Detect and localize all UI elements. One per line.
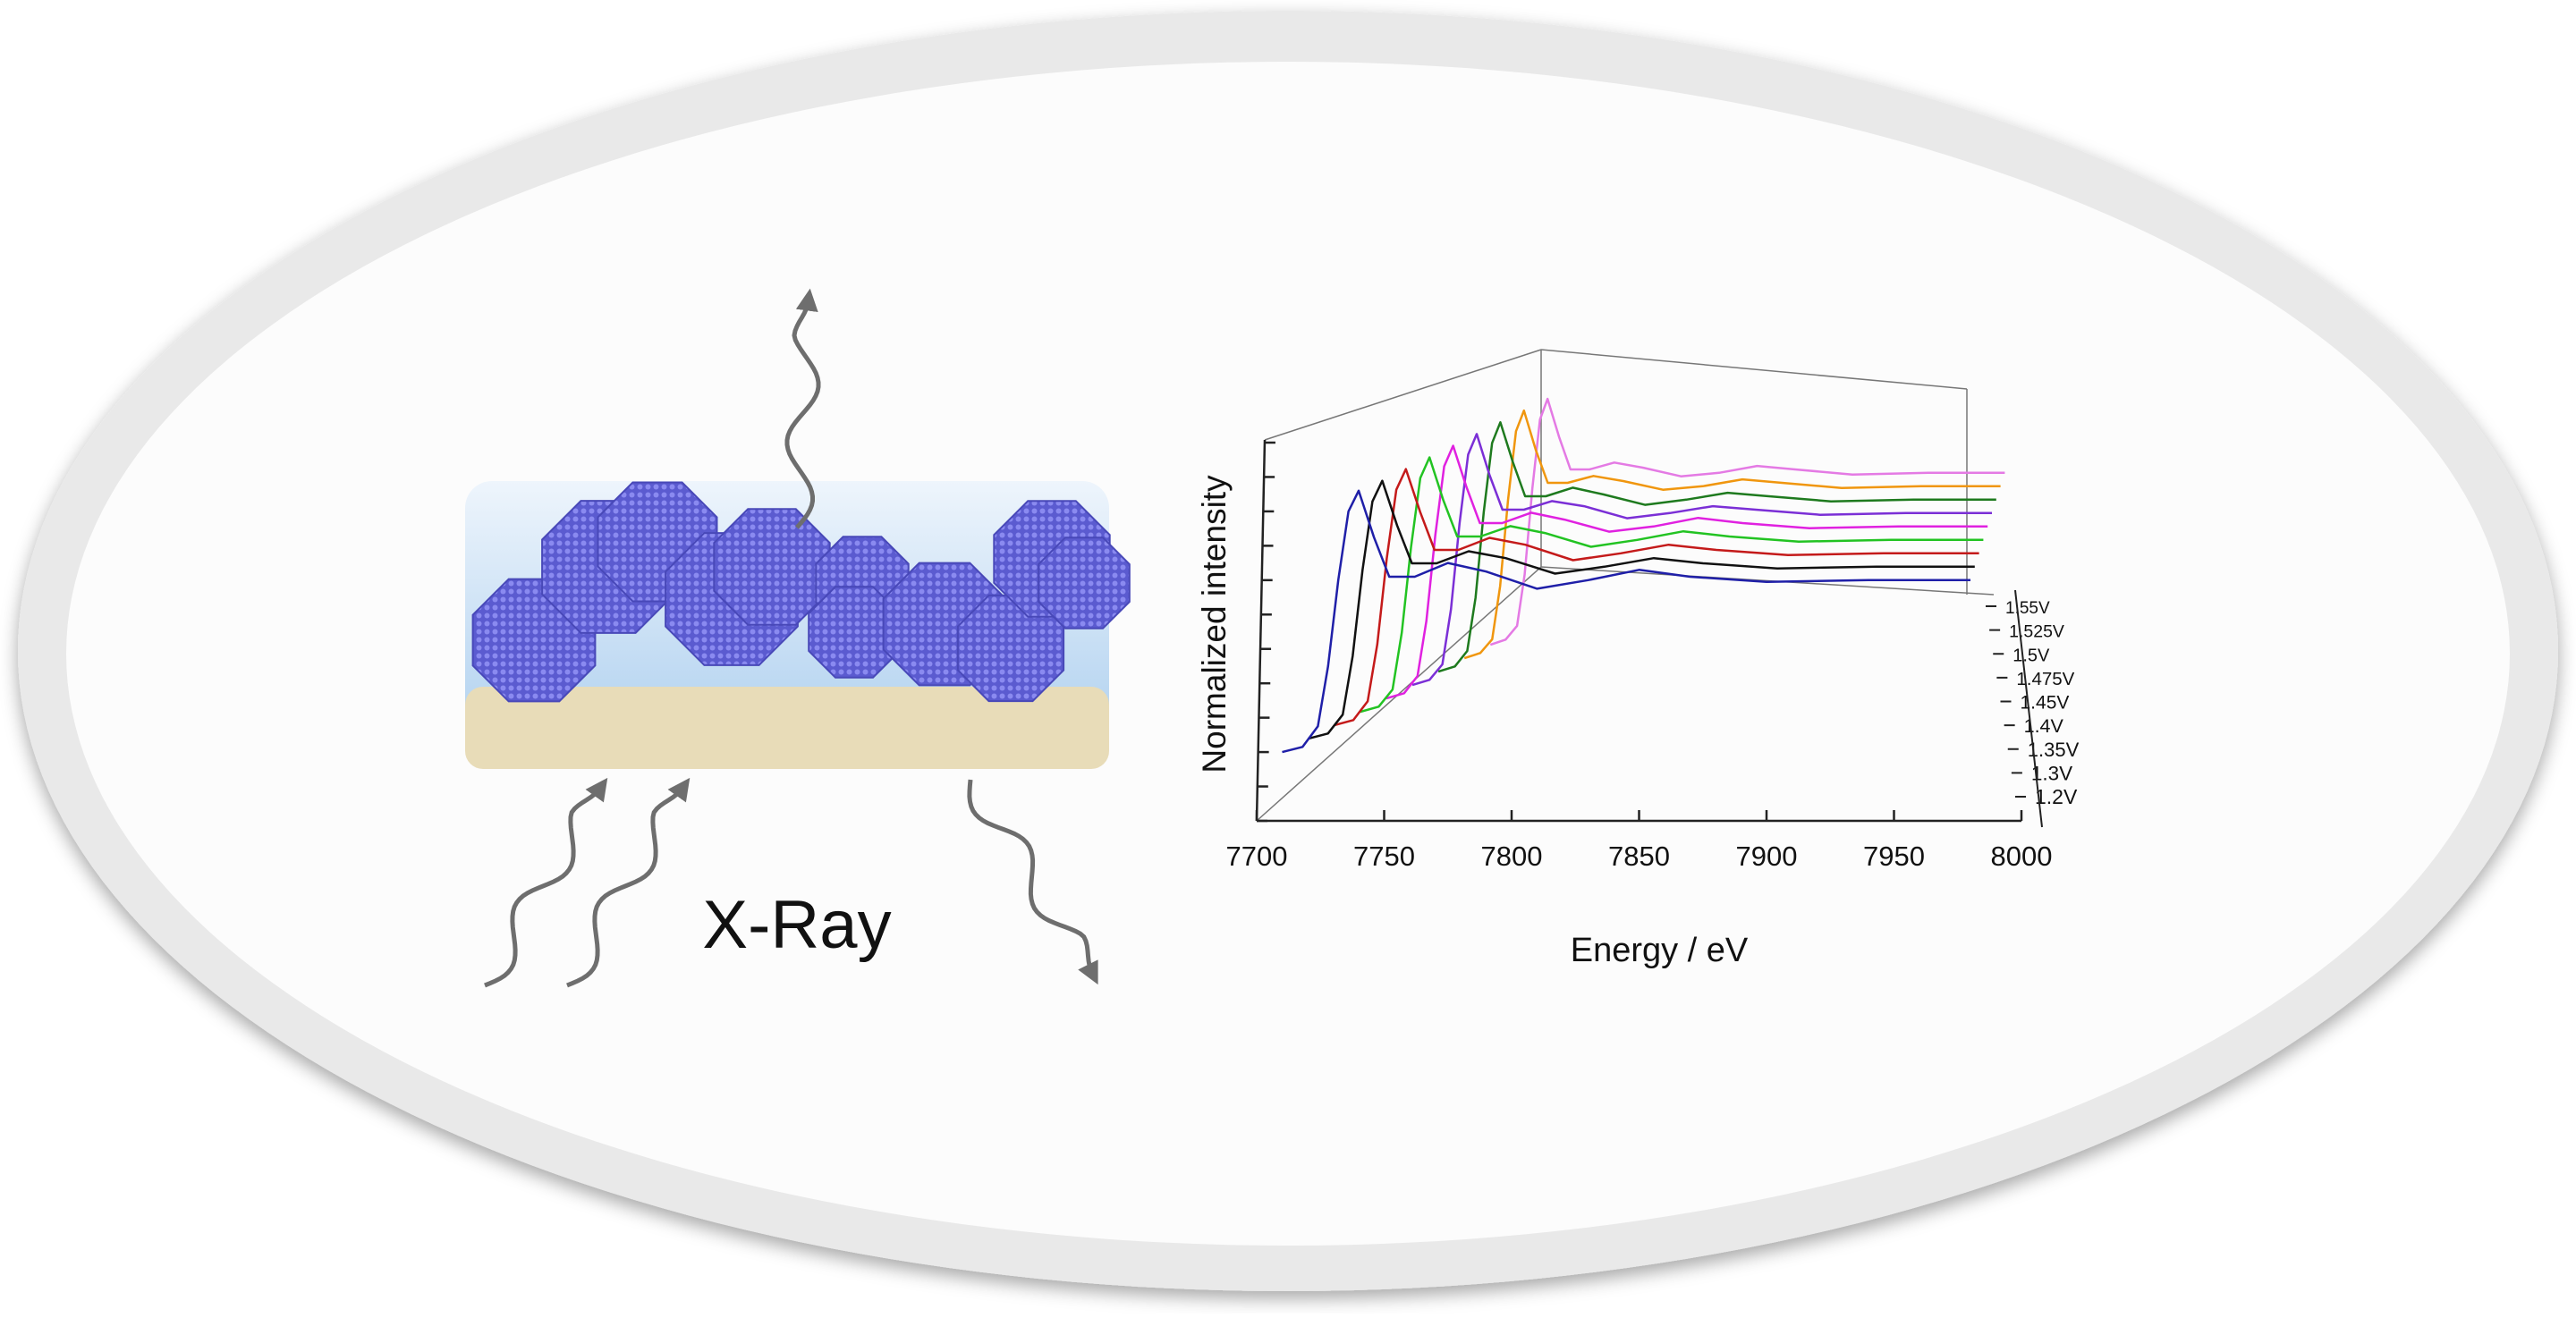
x-tick-label: 7850 (1608, 841, 1670, 872)
y-axis-title: Normalized intensity (1196, 475, 1233, 773)
x-tick-label: 7900 (1736, 841, 1798, 872)
x-tick-label: 8000 (1991, 841, 2053, 872)
xray-arrow (484, 777, 608, 988)
y-axis-line (1255, 439, 1267, 822)
series-label: 1.2V (2035, 785, 2078, 808)
frame-line (1540, 349, 1968, 390)
spectrum-line (1308, 479, 1975, 740)
series-label: 1.35V (2028, 739, 2080, 761)
x-tick-label: 7750 (1353, 841, 1415, 872)
x-tick-label: 7950 (1863, 841, 1925, 872)
chart: 7700 7750 7800 7850 7900 7950 8000 1.55V 1.525V 1… (1226, 349, 2080, 872)
spectrum-line (1334, 468, 1979, 727)
x-tick-label: 7700 (1226, 841, 1288, 872)
z-axis-line (2014, 589, 2043, 828)
x-axis-title: Energy / eV (1571, 932, 1749, 969)
series-label: 1.3V (2031, 762, 2072, 784)
xray-arrow (784, 288, 821, 529)
nanoparticle (713, 508, 831, 626)
spectrum-line (1282, 489, 1970, 754)
xray-label: X-Ray (702, 887, 891, 963)
nanoparticle (1038, 536, 1131, 629)
illustration (465, 481, 1131, 769)
series-label: 1.475V (2016, 669, 2074, 689)
xray-arrow (566, 777, 691, 988)
inner-panel (66, 62, 2510, 1246)
series-label: 1.5V (2012, 646, 2050, 665)
substrate (465, 687, 1109, 769)
spectrum-line (1463, 409, 2001, 660)
spectrum-line (1360, 456, 1984, 714)
spectrum-line (1385, 444, 1988, 700)
frame-line (1264, 349, 1542, 441)
spectrum-line (1437, 421, 1996, 673)
xray-arrow (967, 779, 1098, 985)
x-tick-label: 7800 (1481, 841, 1543, 872)
series-label: 1.55V (2005, 599, 2050, 618)
series-label: 1.525V (2009, 622, 2064, 642)
series-label: 1.45V (2021, 693, 2070, 714)
spectrum-line (1489, 397, 2005, 646)
spectrum-line (1411, 433, 1992, 687)
